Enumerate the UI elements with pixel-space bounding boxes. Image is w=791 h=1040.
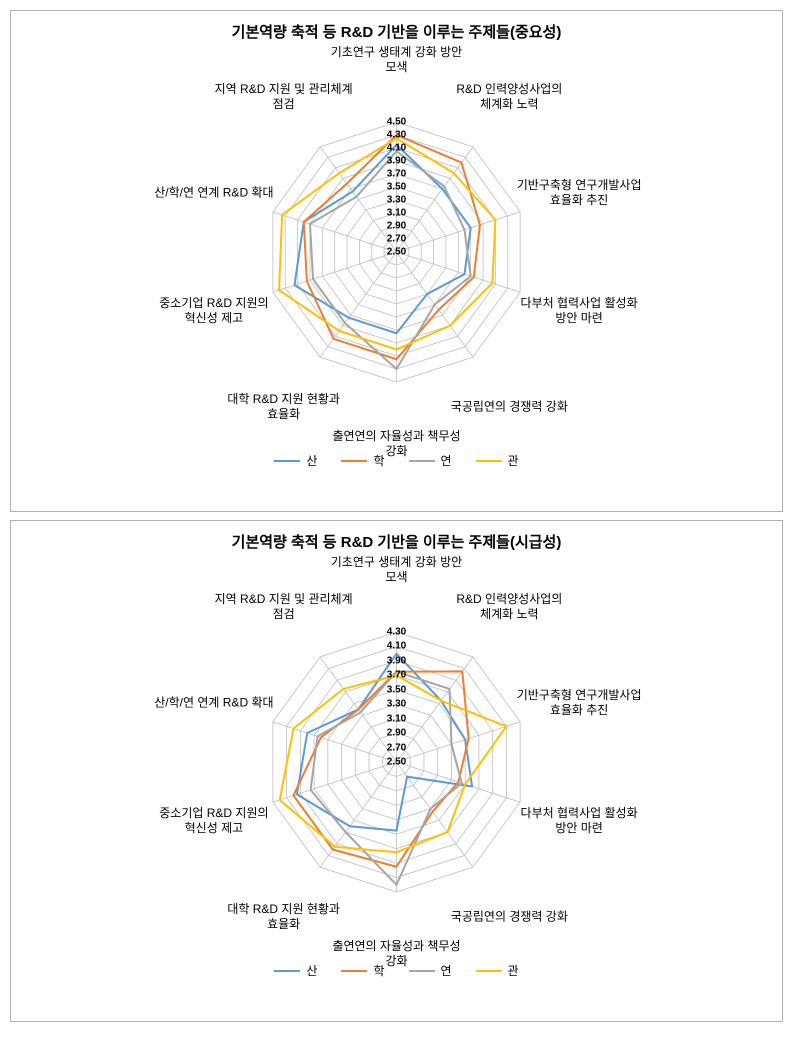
chart-title: 기본역량 축적 등 R&D 기반을 이루는 주제들(중요성)	[11, 11, 782, 46]
chart-title: 기본역량 축적 등 R&D 기반을 이루는 주제들(시급성)	[11, 521, 782, 556]
chart-panel: 기본역량 축적 등 R&D 기반을 이루는 주제들(시급성)2.502.702.…	[10, 520, 783, 1022]
legend-label: 연	[441, 452, 452, 469]
chart-plot-area: 2.502.702.903.103.303.503.703.904.104.30…	[11, 556, 782, 956]
legend-label: 관	[508, 962, 519, 979]
legend-label: 학	[373, 962, 384, 979]
legend-item: 관	[476, 452, 519, 469]
legend-swatch	[274, 460, 300, 462]
legend-swatch	[476, 970, 502, 972]
legend-item: 관	[476, 962, 519, 979]
legend-item: 연	[409, 452, 452, 469]
legend-swatch	[341, 460, 367, 462]
legend-swatch	[274, 970, 300, 972]
legend-label: 관	[508, 452, 519, 469]
legend-label: 연	[441, 962, 452, 979]
chart-plot-area: 2.502.702.903.103.303.503.703.904.104.30…	[11, 46, 782, 446]
legend-item: 산	[274, 452, 317, 469]
legend: 산학연관	[11, 446, 782, 479]
legend-item: 연	[409, 962, 452, 979]
legend-swatch	[409, 970, 435, 972]
legend-swatch	[409, 460, 435, 462]
chart-panel: 기본역량 축적 등 R&D 기반을 이루는 주제들(중요성)2.502.702.…	[10, 10, 783, 512]
legend-swatch	[476, 460, 502, 462]
legend: 산학연관	[11, 956, 782, 989]
legend-item: 산	[274, 962, 317, 979]
legend-label: 산	[306, 452, 317, 469]
legend-item: 학	[341, 452, 384, 469]
legend-swatch	[341, 970, 367, 972]
legend-label: 산	[306, 962, 317, 979]
legend-item: 학	[341, 962, 384, 979]
legend-label: 학	[373, 452, 384, 469]
